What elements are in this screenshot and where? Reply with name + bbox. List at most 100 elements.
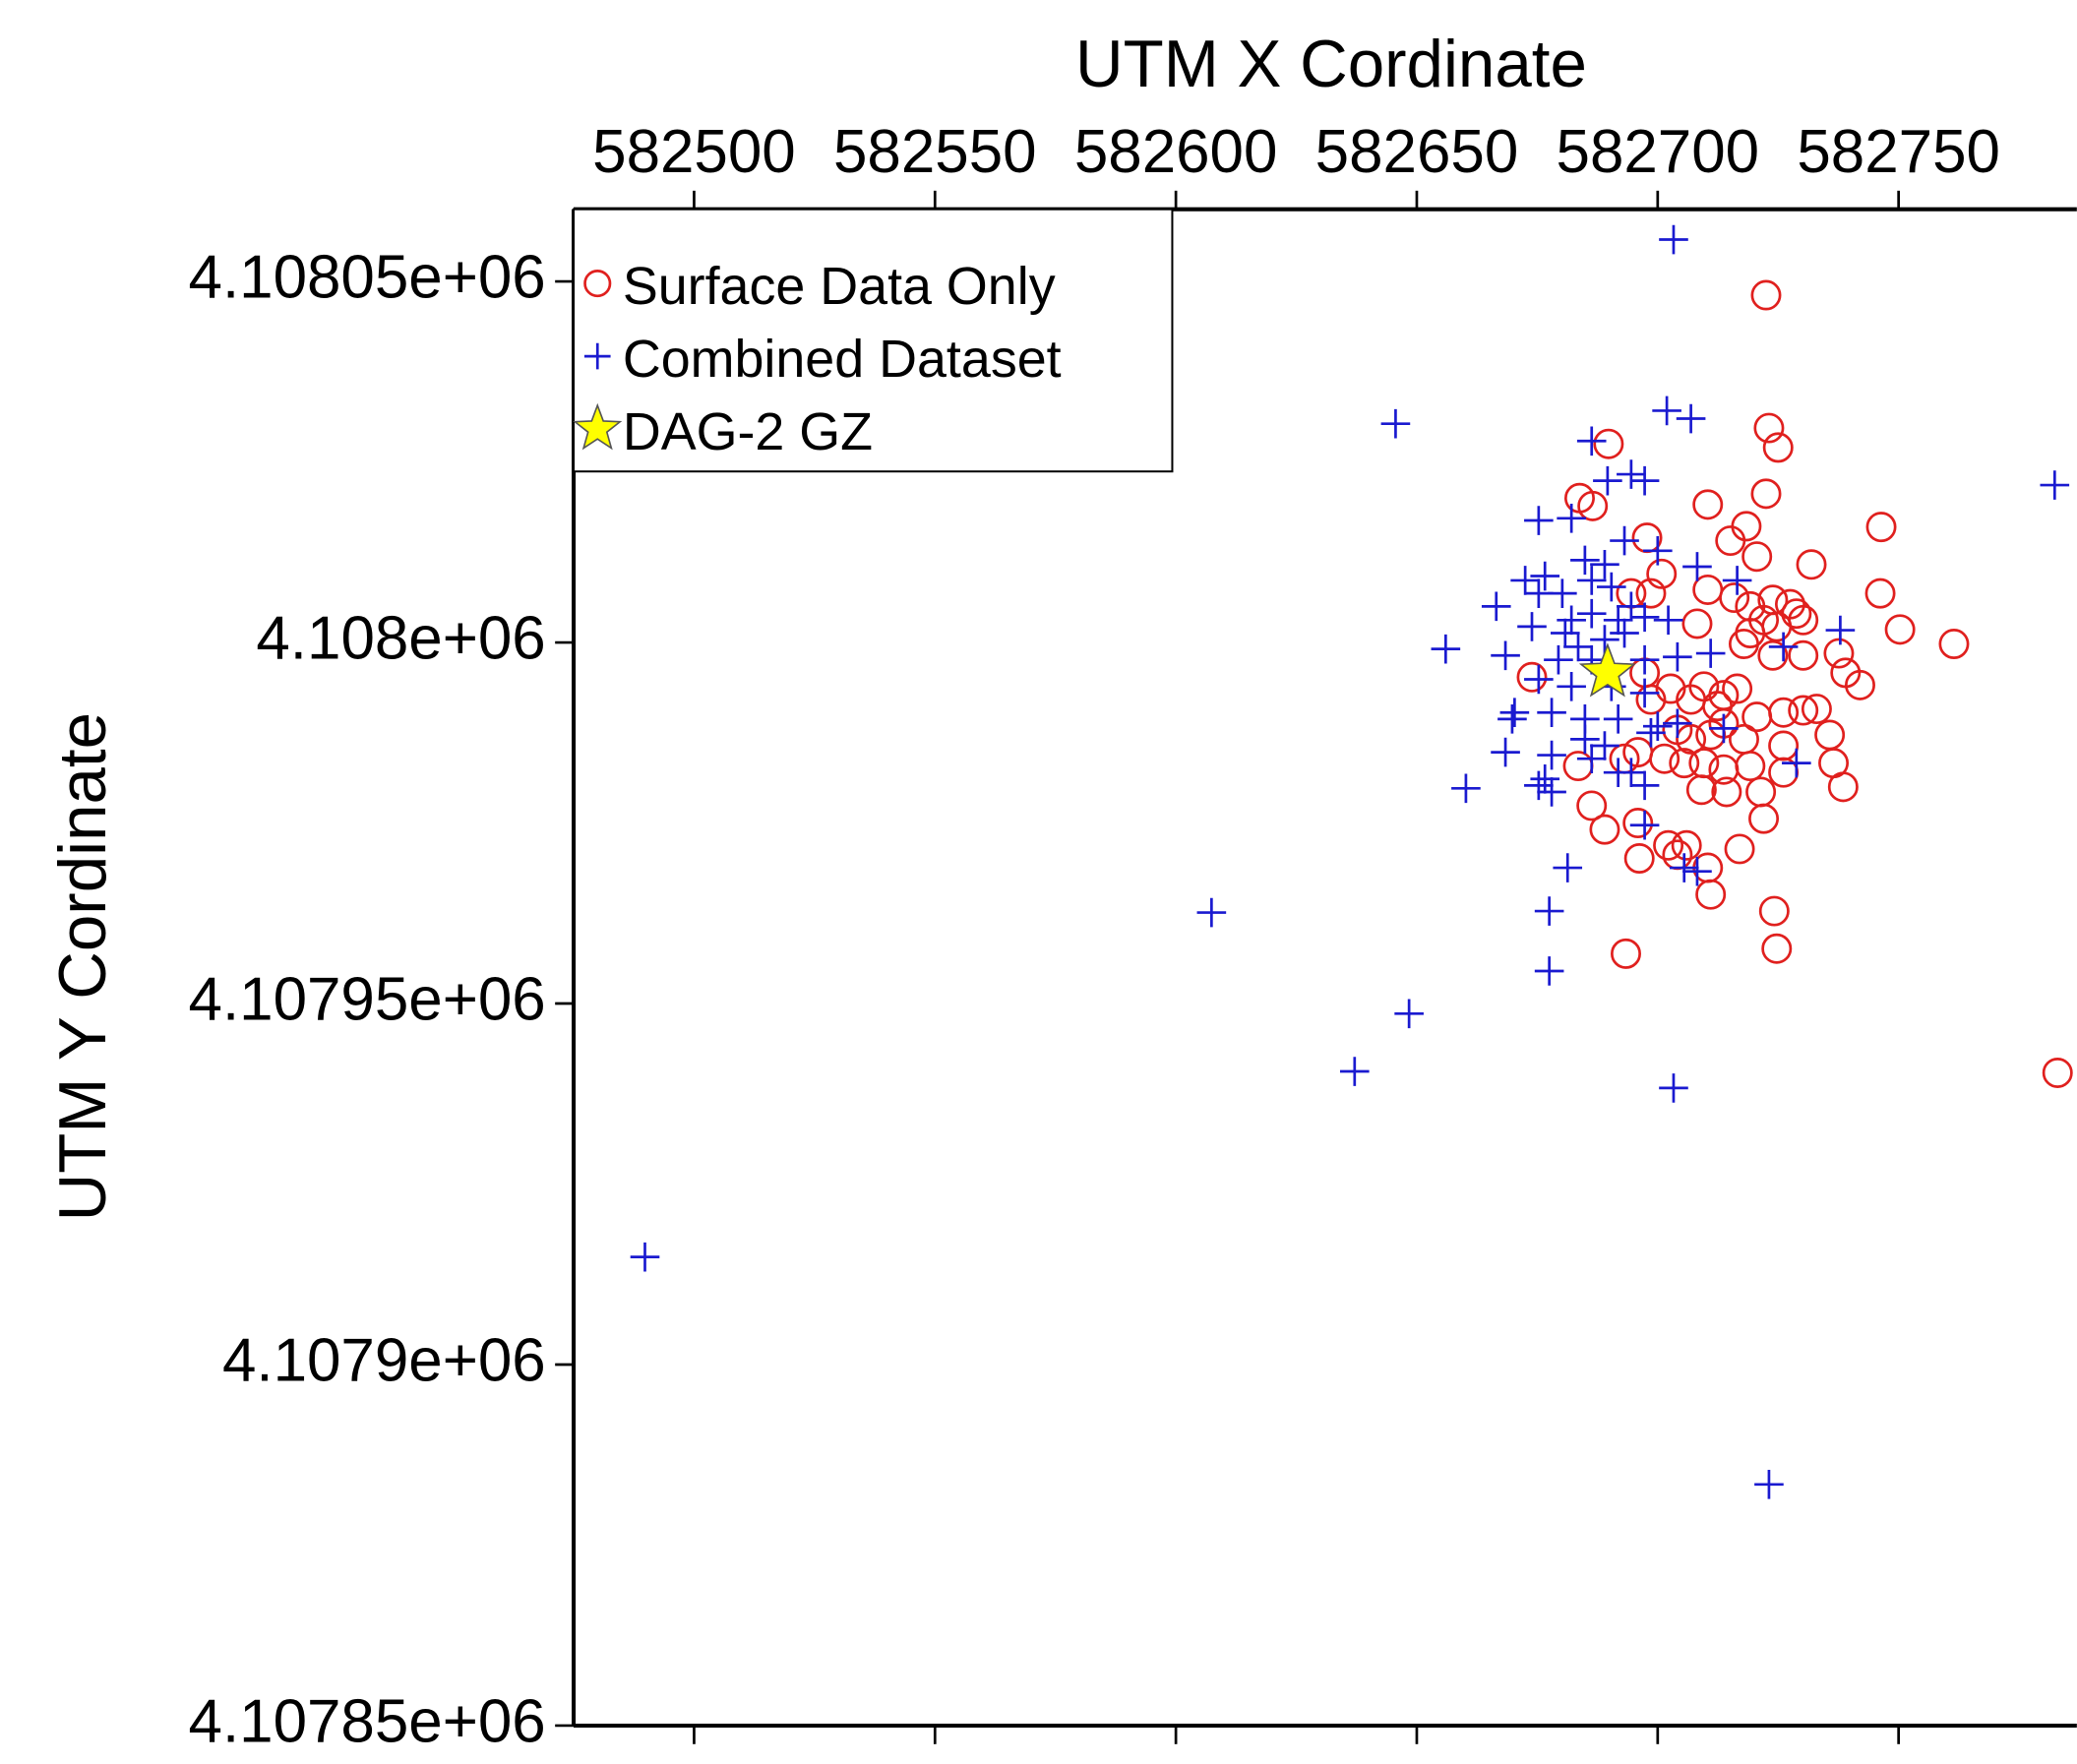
plus-point [1548,578,1577,608]
y-tick-label: 4.1079e+06 [222,1326,546,1394]
plus-point [1629,644,1660,675]
plus-point [1570,724,1600,755]
circle-point [1711,776,1742,808]
legend: Surface Data Only Combined Dataset DAG-2 G… [573,208,1174,473]
legend-marker [583,342,611,370]
plus-point [1557,504,1586,533]
circle-point [1655,673,1686,704]
x-tick-label: 582700 [1557,118,1760,186]
plus-point [1534,956,1564,986]
y-axis-label: UTM Y Cordinate [46,712,120,1221]
circle-point [1715,525,1746,557]
circle-point [1649,743,1680,774]
plus-point [1196,897,1227,928]
plus-point [1537,740,1566,770]
plus-point [1524,664,1554,695]
plus-point [1659,224,1688,255]
circle-point [1750,279,1782,311]
plus-point [1491,640,1520,671]
legend-marker [583,269,612,298]
plus-point [1610,618,1639,648]
x-tick-label: 582650 [1315,118,1519,186]
y-tick-label: 4.108e+06 [256,604,545,672]
plus-point [2040,470,2070,500]
circle-point [1611,938,1641,969]
circle-point [1735,751,1766,782]
plus-point [1576,566,1607,595]
circle-point [1781,598,1812,630]
circle-point [1884,614,1916,645]
plus-point [1534,896,1564,926]
plus-point [1653,605,1683,636]
plus-point [1544,644,1573,675]
plus-point [1530,763,1560,794]
plus-point [1636,717,1666,748]
circle-point [1577,490,1609,521]
plus-point [1524,506,1554,535]
plus-point [1597,572,1626,602]
circle-point [1757,639,1789,671]
x-tick-label: 582500 [592,118,796,186]
plus-point [1339,1057,1370,1086]
circle-point [1938,629,1970,659]
circle-point [1719,582,1750,614]
legend-label: Combined Dataset [623,330,1062,389]
plus-point [1659,1073,1688,1103]
circle-point [1653,829,1684,861]
plus-point [1610,525,1639,556]
circle-point [2042,1057,2073,1088]
circle-point [1722,673,1753,704]
star-point [1578,642,1636,698]
x-tick-label: 582750 [1797,118,2000,186]
plus-point [630,1242,660,1272]
plus-point [1682,856,1712,886]
plus-point [1431,634,1461,664]
circle-point [1516,661,1548,693]
plus-point [1576,744,1607,774]
plus-point [1593,465,1622,496]
x-tick-label: 582550 [833,118,1037,186]
circle-point [1676,723,1707,755]
plus-point [1570,545,1600,576]
plus-point [1499,698,1530,728]
plus-point [1530,561,1560,591]
plus-point [1537,777,1566,807]
circle-point [1768,697,1800,728]
circle-point [1681,608,1713,639]
circle-point [1788,695,1819,726]
circle-point [1814,719,1846,751]
plus-point [1491,737,1520,767]
y-tick-label: 4.10785e+06 [189,1687,546,1755]
circle-point [1827,771,1859,803]
circle-point [1635,684,1667,715]
plus-point [1576,426,1607,456]
circle-point [1864,578,1896,609]
plus-point [1451,773,1481,804]
plus-point [1394,999,1424,1029]
plus-point [1709,713,1739,744]
circle-point [1669,748,1700,779]
circle-point [1745,776,1777,808]
circle-point [1692,489,1724,520]
plus-point [1510,566,1540,595]
plus-point [1695,639,1726,668]
plus-point [1557,605,1586,636]
circle-point [1761,611,1793,642]
plus-point [1603,605,1633,636]
plus-point [1629,810,1660,840]
plus-point [1550,618,1580,648]
plus-point [1481,591,1511,622]
plus-point [1825,615,1856,645]
plus-point [1629,465,1660,496]
plus-point [1768,632,1799,662]
circle-point [1576,790,1608,821]
circle-point [1741,541,1773,573]
plus-point [1676,403,1706,434]
plus-point [1617,459,1646,489]
circle-point [1702,691,1734,722]
plus-point [1603,704,1633,734]
circle-point [1801,694,1832,725]
plus-point [1590,549,1619,579]
plus-point [1553,853,1583,882]
